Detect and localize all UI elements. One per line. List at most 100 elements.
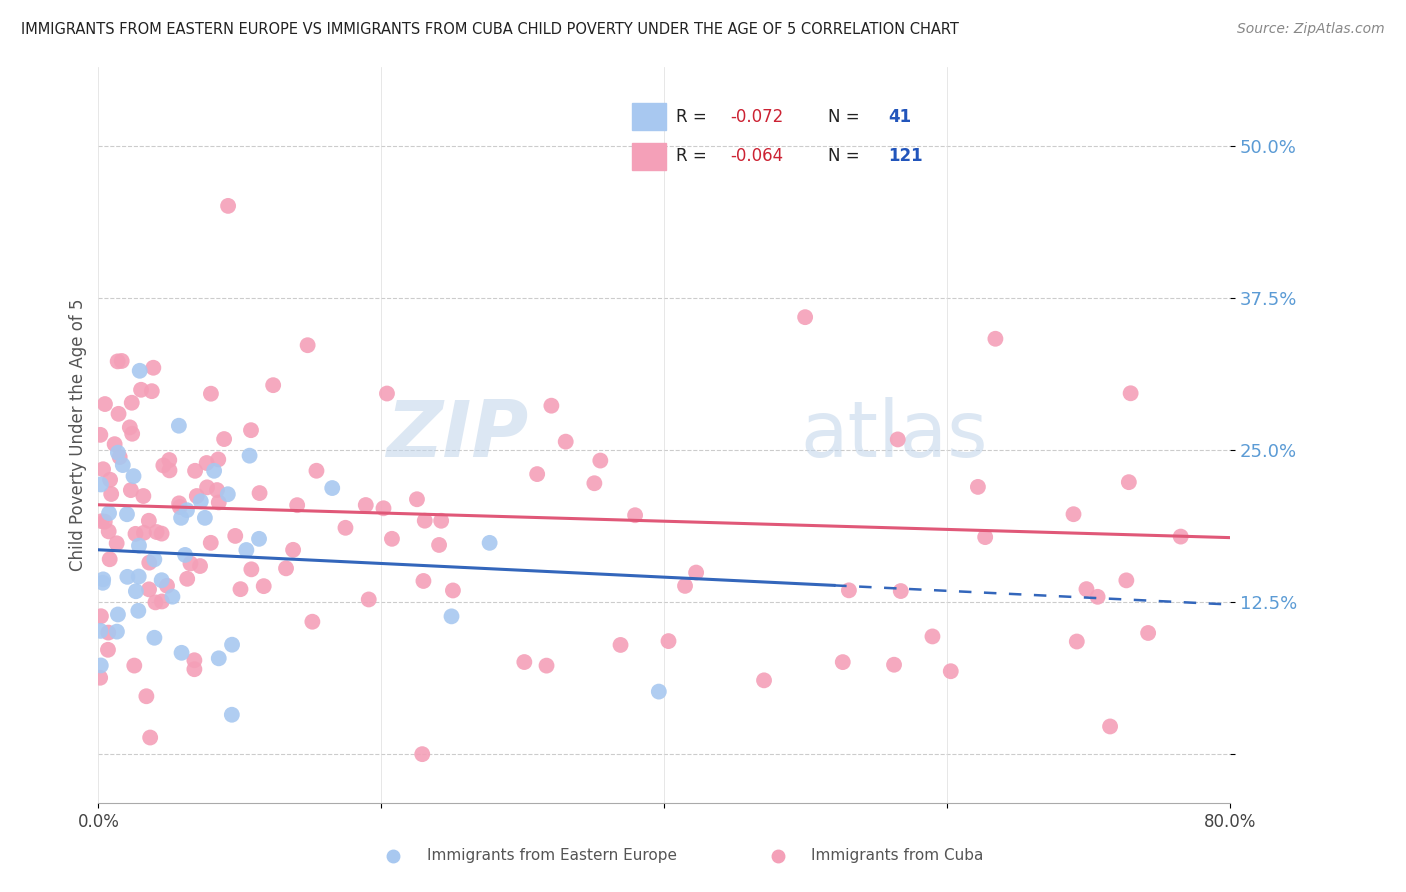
- Point: [413, 514, 436, 528]
- Bar: [633, 103, 666, 130]
- Text: -0.064: -0.064: [730, 146, 783, 164]
- Point: [200, 386, 222, 401]
- Point: [831, 655, 853, 669]
- Point: [412, 574, 434, 588]
- Text: Immigrants from Cuba: Immigrants from Cuba: [811, 848, 984, 863]
- Point: [111, 354, 134, 368]
- Point: [657, 634, 679, 648]
- Point: [159, 463, 181, 477]
- Point: [1099, 719, 1122, 733]
- Point: [1170, 530, 1192, 544]
- Point: [513, 655, 536, 669]
- Text: -0.072: -0.072: [730, 108, 783, 126]
- Point: [124, 526, 146, 541]
- Point: [167, 418, 190, 433]
- Point: [357, 592, 380, 607]
- Point: [794, 310, 817, 325]
- Point: [120, 483, 142, 497]
- Point: [100, 487, 122, 501]
- Point: [1119, 386, 1142, 401]
- Point: [97, 524, 120, 539]
- Point: [152, 458, 174, 473]
- Point: [107, 445, 129, 459]
- Point: [142, 360, 165, 375]
- Text: ZIP: ZIP: [387, 397, 529, 473]
- Point: [115, 508, 138, 522]
- Point: [752, 673, 775, 688]
- Point: [1066, 634, 1088, 648]
- Point: [540, 399, 562, 413]
- Point: [281, 542, 304, 557]
- Point: [887, 433, 910, 447]
- Bar: [633, 143, 666, 169]
- Point: [183, 653, 205, 667]
- Point: [253, 579, 276, 593]
- Point: [240, 562, 263, 576]
- Point: [150, 594, 173, 608]
- Point: [939, 664, 962, 678]
- Text: Source: ZipAtlas.com: Source: ZipAtlas.com: [1237, 22, 1385, 37]
- Point: [441, 583, 464, 598]
- Point: [91, 575, 114, 590]
- Point: [890, 584, 912, 599]
- Point: [176, 503, 198, 517]
- Point: [90, 658, 112, 673]
- Text: N =: N =: [828, 146, 859, 164]
- Point: [141, 384, 163, 399]
- Point: [90, 514, 112, 528]
- Point: [221, 707, 243, 722]
- Point: [207, 452, 229, 467]
- Point: [673, 579, 696, 593]
- Point: [145, 595, 167, 609]
- Point: [240, 423, 263, 437]
- Point: [107, 407, 129, 421]
- Text: N =: N =: [828, 108, 859, 126]
- Text: atlas: atlas: [800, 397, 987, 473]
- Point: [249, 486, 271, 500]
- Point: [478, 536, 501, 550]
- Point: [195, 480, 218, 494]
- Text: R =: R =: [676, 108, 707, 126]
- Point: [589, 453, 612, 467]
- Point: [174, 548, 197, 562]
- Point: [170, 511, 193, 525]
- Point: [128, 569, 150, 583]
- Point: [1063, 507, 1085, 521]
- Point: [235, 543, 257, 558]
- Point: [98, 506, 121, 520]
- Point: [183, 662, 205, 676]
- Point: [335, 521, 357, 535]
- Point: [117, 570, 139, 584]
- Point: [208, 495, 231, 509]
- Point: [406, 492, 429, 507]
- Point: [91, 573, 114, 587]
- Point: [98, 473, 121, 487]
- Point: [202, 464, 225, 478]
- Text: Immigrants from Eastern Europe: Immigrants from Eastern Europe: [426, 848, 676, 863]
- Point: [381, 532, 404, 546]
- Point: [170, 646, 193, 660]
- Point: [145, 524, 167, 539]
- Point: [195, 456, 218, 470]
- Point: [176, 572, 198, 586]
- Point: [135, 690, 157, 704]
- Point: [122, 469, 145, 483]
- Point: [138, 582, 160, 597]
- Point: [105, 624, 128, 639]
- Point: [974, 530, 997, 544]
- Point: [111, 458, 134, 472]
- Point: [91, 462, 114, 476]
- Point: [221, 638, 243, 652]
- Point: [89, 428, 111, 442]
- Point: [157, 453, 180, 467]
- Point: [297, 338, 319, 352]
- Point: [1118, 475, 1140, 490]
- Text: IMMIGRANTS FROM EASTERN EUROPE VS IMMIGRANTS FROM CUBA CHILD POVERTY UNDER THE A: IMMIGRANTS FROM EASTERN EUROPE VS IMMIGR…: [21, 22, 959, 37]
- Point: [1115, 574, 1137, 588]
- Point: [150, 526, 173, 541]
- Point: [247, 532, 270, 546]
- Point: [217, 199, 239, 213]
- Point: [138, 556, 160, 570]
- Point: [129, 383, 152, 397]
- Point: [108, 450, 131, 464]
